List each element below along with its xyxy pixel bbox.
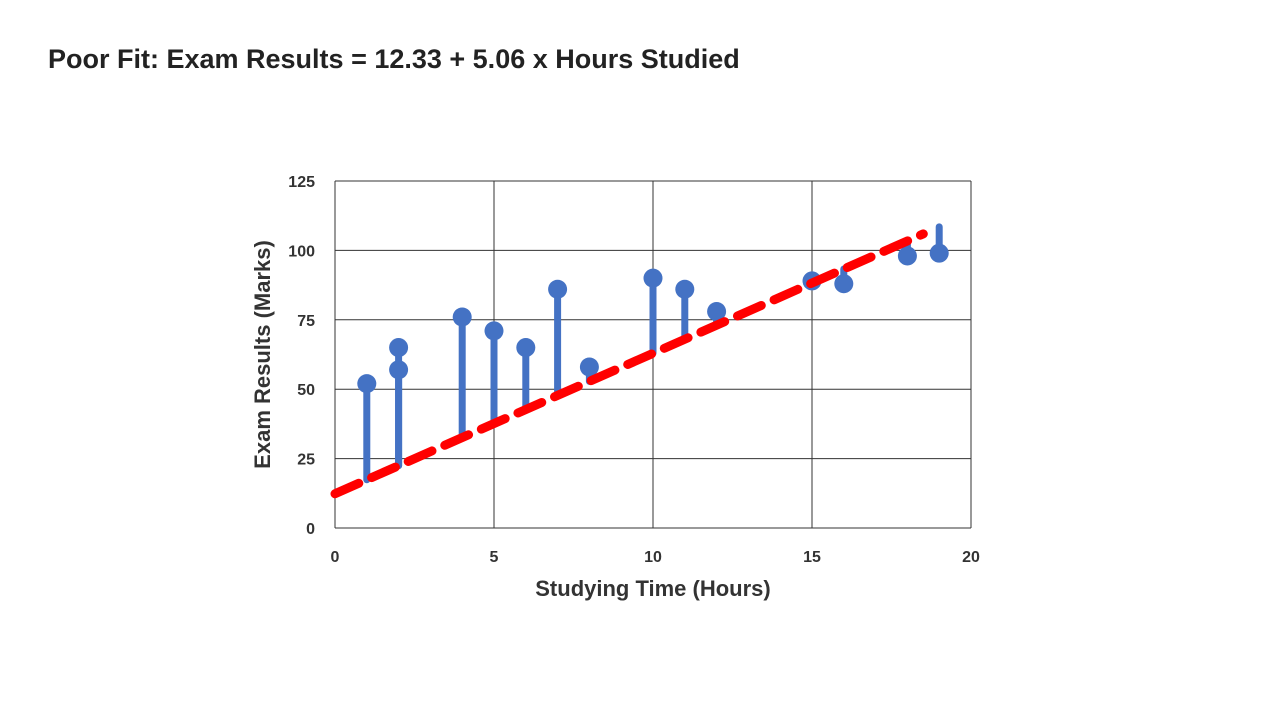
y-tick-label: 125 [288,174,315,191]
data-point [389,360,409,380]
data-point [357,374,377,394]
data-point [579,357,599,377]
x-tick-label: 10 [644,549,662,566]
data-point [484,321,504,341]
data-point [675,279,695,299]
grid [334,180,972,529]
data-point [929,243,949,263]
data-points [357,243,949,394]
y-tick-label: 75 [297,313,315,330]
x-axis-title: Studying Time (Hours) [535,576,771,601]
y-axis-title: Exam Results (Marks) [250,240,275,469]
x-tick-label: 15 [803,549,821,566]
slide-title: Poor Fit: Exam Results = 12.33 + 5.06 x … [48,44,740,74]
data-point [452,307,472,327]
data-point [897,246,917,266]
x-tick-label: 5 [490,549,499,566]
y-tick-label: 25 [297,452,315,469]
fit-line [330,229,928,499]
x-tick-label: 0 [331,549,340,566]
data-point [516,338,536,358]
data-point [834,274,854,294]
data-point [643,268,663,288]
x-tick-label: 20 [962,549,980,566]
data-point [707,301,727,321]
fit-line-layer [330,229,928,499]
y-tick-label: 50 [297,382,315,399]
data-point [548,279,568,299]
y-tick-label: 0 [306,521,315,538]
tick-labels: 0 25 50 75 100 125 0 5 10 15 20 [288,174,980,566]
y-tick-label: 100 [288,243,315,260]
data-point [389,338,409,358]
